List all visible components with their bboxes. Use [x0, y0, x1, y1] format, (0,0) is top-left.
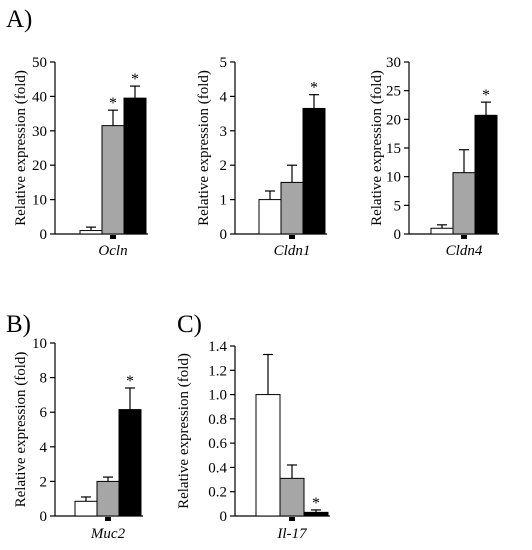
x-tick-marker — [289, 517, 295, 521]
panel-label-b: B) — [6, 311, 31, 338]
y-tick-label: 1.4 — [208, 339, 227, 355]
y-tick-label: 0 — [220, 509, 228, 525]
bar-1 — [258, 199, 282, 235]
significance-marker: * — [109, 95, 117, 112]
panel-label-c: C) — [177, 311, 202, 338]
bar-3 — [474, 114, 498, 235]
y-tick-label: 2 — [40, 474, 48, 490]
x-tick-marker — [461, 235, 467, 239]
y-tick-label: 20 — [32, 158, 47, 174]
bar-1 — [255, 394, 281, 517]
bar-2 — [280, 181, 304, 235]
y-axis-label: Relative expression (fold) — [13, 352, 29, 508]
y-axis-label: Relative expression (fold) — [369, 70, 385, 226]
y-tick-label: 40 — [32, 89, 47, 105]
y-tick-label: 4 — [40, 440, 48, 456]
y-tick-label: 0.2 — [208, 485, 227, 501]
bar-2 — [279, 477, 305, 517]
y-tick-label: 0.6 — [208, 436, 227, 452]
significance-marker: * — [310, 80, 318, 97]
y-tick-label: 8 — [40, 371, 48, 387]
x-axis-label: Muc2 — [90, 526, 126, 542]
y-tick-label: 0 — [394, 227, 402, 243]
y-tick-label: 6 — [40, 405, 48, 421]
x-axis-label: Cldn4 — [446, 243, 483, 259]
y-tick-label: 4 — [220, 89, 228, 105]
x-axis-label: Ocln — [98, 243, 127, 259]
y-tick-label: 1.2 — [208, 363, 227, 379]
y-axis-label: Relative expression (fold) — [13, 70, 29, 226]
significance-marker: * — [126, 373, 134, 390]
bar-1 — [430, 227, 454, 235]
y-tick-label: 2 — [220, 158, 228, 174]
x-axis-label: Il-17 — [276, 526, 308, 542]
bar-3 — [302, 107, 326, 235]
y-tick-label: 0.8 — [208, 412, 227, 428]
y-axis-label: Relative expression (fold) — [176, 353, 192, 509]
bar-3 — [123, 97, 147, 235]
bar-2 — [452, 172, 476, 235]
y-tick-label: 1 — [220, 193, 228, 209]
x-axis-label: Cldn1 — [274, 243, 311, 259]
y-tick-label: 5 — [394, 198, 402, 214]
y-tick-label: 20 — [386, 112, 401, 128]
y-tick-label: 0 — [220, 227, 228, 243]
y-tick-label: 10 — [32, 193, 47, 209]
bar-2 — [101, 125, 125, 235]
x-tick-marker — [105, 517, 111, 521]
significance-marker: * — [312, 495, 320, 512]
bar-3 — [303, 511, 329, 517]
y-tick-label: 0 — [40, 227, 48, 243]
y-tick-label: 0 — [40, 509, 48, 525]
y-axis-label: Relative expression (fold) — [196, 70, 212, 226]
y-tick-label: 1.0 — [208, 388, 227, 404]
bar-3 — [118, 409, 142, 517]
y-tick-label: 3 — [220, 124, 228, 140]
bar-1 — [79, 230, 103, 235]
y-tick-label: 30 — [386, 55, 401, 71]
y-tick-label: 50 — [32, 55, 47, 71]
y-tick-label: 30 — [32, 124, 47, 140]
y-tick-label: 5 — [220, 55, 228, 71]
significance-marker: * — [131, 71, 139, 88]
x-tick-marker — [110, 235, 116, 239]
x-tick-marker — [289, 235, 295, 239]
bar-1 — [74, 500, 98, 517]
y-tick-label: 25 — [386, 84, 401, 100]
y-tick-label: 15 — [386, 141, 401, 157]
bar-2 — [96, 480, 120, 517]
y-tick-label: 10 — [386, 170, 401, 186]
panel-label-a: A) — [6, 6, 32, 33]
y-tick-label: 0.4 — [208, 460, 227, 476]
y-tick-label: 10 — [32, 336, 47, 352]
significance-marker: * — [482, 87, 490, 104]
